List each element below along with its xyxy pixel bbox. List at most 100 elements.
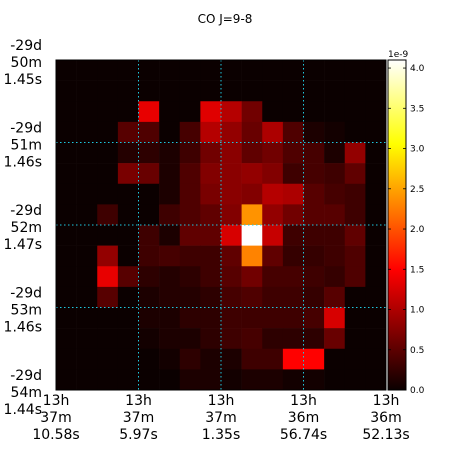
heatmap-cell (159, 121, 181, 143)
y-tick-label: 1.46s (4, 155, 42, 171)
heatmap-cell (282, 204, 304, 226)
heatmap-cells (56, 60, 387, 391)
heatmap-cell (324, 286, 346, 308)
heatmap-cell (159, 142, 181, 164)
heatmap-cell (76, 121, 98, 143)
heatmap-cell (303, 266, 325, 288)
heatmap-cell (303, 142, 325, 164)
heatmap-cell (200, 60, 222, 81)
heatmap-cell (179, 245, 201, 267)
heatmap-cell (262, 142, 284, 164)
heatmap-cell (138, 142, 160, 164)
heatmap-cell (97, 121, 119, 143)
heatmap-cell (221, 369, 242, 391)
heatmap-cell (344, 204, 366, 226)
heatmap-cell (179, 225, 201, 246)
heatmap-cell (262, 286, 284, 308)
heatmap-cell (200, 101, 222, 123)
heatmap-cell (282, 286, 304, 308)
heatmap-cell (241, 142, 263, 164)
y-tick-label: 50m (11, 55, 42, 71)
heatmap-cell (117, 328, 139, 350)
heatmap-cell (56, 204, 77, 226)
heatmap-cell (117, 286, 139, 308)
heatmap-cell (324, 225, 346, 246)
heatmap-cell (241, 348, 263, 370)
heatmap-cell (303, 348, 325, 370)
heatmap-cell (179, 101, 201, 123)
heatmap-cell (56, 225, 77, 246)
heatmap-cell (97, 245, 119, 267)
heatmap-cell (344, 80, 366, 102)
heatmap-cell (221, 245, 242, 267)
heatmap-cell (282, 101, 304, 123)
x-tick-label: 52.13s (362, 427, 409, 443)
heatmap-cell (159, 245, 181, 267)
y-tick-label: 53m (11, 303, 42, 319)
heatmap-cell (344, 142, 366, 164)
heatmap-cell (221, 266, 242, 288)
heatmap-cell (241, 101, 263, 123)
heatmap-cell (221, 163, 242, 185)
heatmap-cell (97, 204, 119, 226)
heatmap-cell (344, 163, 366, 185)
heatmap-cell (344, 348, 366, 370)
heatmap-cell (324, 121, 346, 143)
y-tick-label: 1.46s (4, 320, 42, 336)
heatmap-cell (159, 369, 181, 391)
heatmap-cell (262, 266, 284, 288)
heatmap-cell (56, 266, 77, 288)
heatmap-cell (76, 80, 98, 102)
heatmap-cell (117, 266, 139, 288)
heatmap-cell (221, 307, 242, 329)
x-tick-label: 13h (43, 393, 70, 409)
heatmap-cell (262, 101, 284, 123)
heatmap-cell (138, 307, 160, 329)
heatmap-cell (117, 121, 139, 143)
heatmap-cell (179, 266, 201, 288)
heatmap-cell (97, 266, 119, 288)
colorbar-tick-label: 1.5 (410, 265, 424, 275)
heatmap-cell (324, 101, 346, 123)
heatmap-cell (365, 307, 387, 329)
heatmap-cell (56, 369, 77, 391)
heatmap-cell (179, 183, 201, 205)
heatmap-cell (365, 204, 387, 226)
heatmap-cell (56, 142, 77, 164)
heatmap-cell (97, 225, 119, 246)
heatmap-cell (262, 163, 284, 185)
heatmap-cell (303, 286, 325, 308)
x-tick-label: 5.97s (119, 427, 157, 443)
heatmap-cell (241, 286, 263, 308)
heatmap-cell (117, 369, 139, 391)
heatmap-cell (282, 348, 304, 370)
heatmap-cell (117, 142, 139, 164)
heatmap-cell (200, 307, 222, 329)
heatmap-cell (365, 60, 387, 81)
heatmap-cell (76, 286, 98, 308)
heatmap-cell (179, 204, 201, 226)
heatmap-cell (138, 328, 160, 350)
heatmap-cell (282, 60, 304, 81)
heatmap-cell (262, 307, 284, 329)
heatmap-cell (282, 328, 304, 350)
heatmap-cell (221, 80, 242, 102)
heatmap-cell (262, 328, 284, 350)
heatmap-cell (97, 369, 119, 391)
heatmap-cell (97, 101, 119, 123)
y-tick-label: 1.44s (4, 402, 42, 418)
x-tick-label: 37m (123, 410, 154, 426)
heatmap-cell (200, 369, 222, 391)
heatmap-cell (200, 80, 222, 102)
x-axis-ticks: 13h37m10.58s13h37m5.97s13h37m1.35s13h36m… (32, 393, 409, 443)
heatmap-cell (159, 60, 181, 81)
heatmap-cell (365, 245, 387, 267)
heatmap-cell (138, 163, 160, 185)
heatmap-cell (117, 163, 139, 185)
heatmap-cell (221, 142, 242, 164)
x-tick-label: 56.74s (280, 427, 327, 443)
heatmap-cell (303, 245, 325, 267)
heatmap-cell (179, 286, 201, 308)
heatmap-cell (97, 142, 119, 164)
heatmap-cell (221, 204, 242, 226)
